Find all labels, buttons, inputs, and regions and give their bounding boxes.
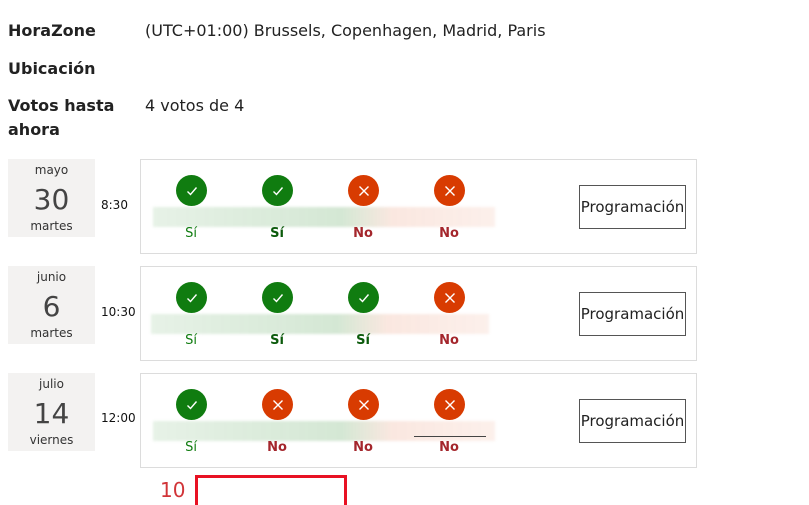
schedule-button[interactable]: Programación (579, 292, 686, 336)
date-box: julio 14 viernes (8, 373, 95, 451)
vote-label: Sí (270, 333, 284, 348)
check-icon (262, 175, 293, 206)
vote-label: No (439, 333, 459, 348)
votes-label-line1: Votos hasta (8, 96, 115, 115)
vote-label: Sí (356, 333, 370, 348)
schedule-button[interactable]: Programación (579, 185, 686, 229)
check-icon (176, 175, 207, 206)
date-month: mayo (34, 163, 69, 177)
vote-label: No (439, 226, 459, 241)
date-box: junio 6 martes (8, 266, 95, 344)
close-icon (434, 175, 465, 206)
slot-panel: Sí Sí Sí No Programación (140, 266, 697, 361)
date-weekday: viernes (29, 433, 74, 447)
date-day: 6 (42, 290, 61, 323)
schedule-button[interactable]: Programación (579, 399, 686, 443)
time-label: 12:00 (101, 411, 136, 425)
time-label: 10:30 (101, 305, 136, 319)
check-icon (176, 389, 207, 420)
slot-panel: Sí Sí No No Programación (140, 159, 697, 254)
vote-label: No (353, 226, 373, 241)
vote-label: Sí (270, 226, 284, 241)
votes-value: 4 votos de 4 (145, 96, 245, 115)
location-label: Ubicación (8, 59, 96, 78)
timezone-value: (UTC+01:00) Brussels, Copenhagen, Madrid… (145, 21, 546, 40)
check-icon (348, 282, 379, 313)
partial-number: 10 (160, 478, 186, 502)
close-icon (434, 389, 465, 420)
date-weekday: martes (30, 219, 73, 233)
date-day: 14 (33, 397, 70, 430)
date-box: mayo 30 martes (8, 159, 95, 237)
check-icon (262, 282, 293, 313)
timezone-label: HoraZone (8, 21, 96, 40)
time-label: 8:30 (101, 198, 128, 212)
close-icon (434, 282, 465, 313)
votes-label-line2: ahora (8, 120, 60, 139)
vote-bar (153, 207, 495, 227)
vote-label: Sí (185, 333, 197, 348)
vote-label: No (353, 440, 373, 455)
vote-label: Sí (185, 440, 197, 455)
close-icon (348, 389, 379, 420)
vote-bar (151, 314, 489, 334)
check-icon (176, 282, 207, 313)
date-weekday: martes (30, 326, 73, 340)
close-icon (262, 389, 293, 420)
vote-label: No (439, 440, 459, 455)
date-month: julio (39, 377, 64, 391)
underline (414, 436, 486, 437)
vote-label: Sí (185, 226, 197, 241)
vote-label: No (267, 440, 287, 455)
date-day: 30 (33, 183, 70, 216)
date-month: junio (36, 270, 67, 284)
highlight-box (195, 475, 347, 505)
close-icon (348, 175, 379, 206)
vote-bar (153, 421, 495, 441)
slot-panel: Sí No No No Programación (140, 373, 697, 468)
